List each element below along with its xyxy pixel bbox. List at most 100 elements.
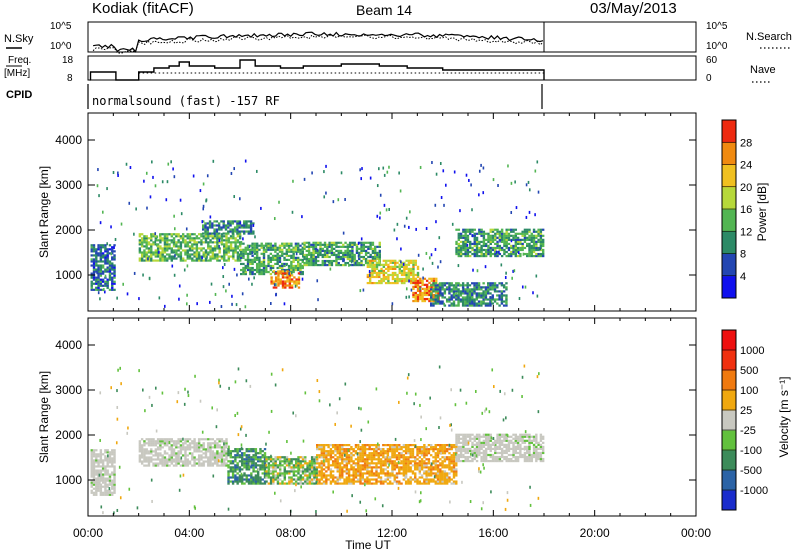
power-echo-cell — [236, 251, 240, 254]
power-echo-cell — [330, 245, 334, 248]
power-echo-cell — [416, 273, 420, 277]
power-echo-cell — [186, 235, 189, 238]
velocity-echo-cell — [113, 467, 116, 470]
power-echo-cell — [371, 259, 374, 262]
power-echo-cell — [179, 243, 183, 246]
power-echo-cell — [344, 241, 347, 244]
power-echo-cell — [177, 247, 180, 250]
power-echo-cell — [223, 257, 226, 260]
velocity-echo-cell — [441, 448, 444, 451]
velocity-echo-cell — [434, 476, 437, 479]
velocity-echo-cell — [179, 444, 183, 447]
velocity-echo-cell — [101, 473, 105, 476]
power-echo-cell — [217, 224, 221, 227]
power-echo-cell — [297, 250, 300, 253]
power-echo-cell — [216, 241, 219, 244]
velocity-echo-cell — [285, 462, 289, 465]
power-echo-cell — [328, 261, 331, 265]
velocity-echo-cell — [197, 454, 201, 457]
power-echo-cell — [111, 266, 114, 269]
power-echo-cell — [539, 238, 543, 241]
velocity-echo-cell — [108, 481, 112, 484]
velocity-echo-cell — [306, 462, 309, 465]
power-echo-cell — [478, 232, 481, 235]
power-echo-cell — [455, 296, 458, 299]
velocity-echo-cell — [420, 468, 424, 471]
power-echo-cell — [113, 288, 116, 291]
power-echo-cell — [246, 256, 250, 259]
power-echo-cell — [391, 302, 394, 306]
velocity-echo-cell — [402, 472, 406, 475]
velocity-echo-cell — [391, 472, 394, 475]
power-echo-cell — [211, 222, 214, 225]
velocity-echo-cell — [384, 452, 387, 455]
power-echo-cell — [274, 280, 278, 283]
velocity-echo-cell — [306, 474, 309, 477]
power-echo-cell — [170, 251, 173, 254]
power-echo-cell — [195, 255, 199, 258]
velocity-echo-cell — [359, 450, 362, 453]
power-echo-cell — [156, 253, 160, 256]
velocity-echo-cell — [191, 464, 194, 467]
velocity-echo-cell — [254, 474, 258, 477]
power-echo-cell — [166, 249, 169, 252]
power-echo-cell — [439, 300, 442, 303]
power-echo-cell — [473, 244, 476, 248]
power-echo-cell — [430, 289, 433, 293]
velocity-echo-cell — [313, 470, 316, 473]
power-echo-cell — [469, 244, 472, 248]
power-echo-cell — [472, 268, 474, 272]
velocity-echo-cell — [462, 453, 465, 457]
velocity-echo-cell — [267, 472, 271, 475]
velocity-echo-cell — [338, 478, 342, 481]
power-echo-cell — [211, 237, 215, 240]
velocity-echo-cell — [313, 458, 316, 461]
power-echo-cell — [236, 273, 238, 277]
power-echo-cell — [277, 278, 280, 281]
power-echo-cell — [150, 249, 153, 252]
power-echo-cell — [217, 228, 221, 231]
power-echo-cell — [246, 258, 250, 261]
velocity-echo-cell — [181, 460, 185, 463]
velocity-echo-cell — [436, 444, 440, 447]
velocity-echo-cell — [469, 459, 472, 463]
velocity-echo-cell — [99, 487, 103, 490]
velocity-echo-cell — [427, 470, 431, 473]
velocity-echo-cell — [290, 458, 293, 461]
velocity-echo-cell — [97, 477, 100, 480]
power-echo-cell — [526, 254, 529, 258]
power-echo-cell — [425, 279, 429, 282]
power-echo-cell — [188, 253, 192, 256]
velocity-echo-cell — [108, 479, 112, 482]
velocity-echo-cell — [386, 454, 390, 457]
power-echo-cell — [258, 268, 261, 272]
power-echo-cell — [344, 251, 347, 255]
power-echo-cell — [281, 262, 284, 266]
velocity-echo-cell — [297, 466, 300, 469]
power-echo-cell — [267, 256, 270, 259]
power-echo-cell — [396, 277, 399, 281]
velocity-echo-cell — [341, 448, 344, 451]
power-echo-cell — [375, 271, 379, 275]
velocity-echo-cell — [304, 456, 307, 459]
power-echo-cell — [348, 259, 352, 263]
power-echo-cell — [428, 256, 431, 260]
velocity-echo-cell — [377, 458, 380, 461]
velocity-echo-cell — [402, 466, 406, 469]
velocity-echo-cell — [252, 468, 255, 471]
power-echo-cell — [314, 241, 318, 244]
power-echo-cell — [360, 177, 363, 181]
velocity-echo-cell — [265, 460, 268, 463]
power-echo-cell — [240, 254, 243, 257]
velocity-echo-cell — [99, 473, 103, 476]
power-echo-cell — [358, 261, 361, 265]
power-echo-cell — [516, 242, 520, 246]
power-echo-cell — [461, 296, 465, 299]
power-echo-cell — [430, 296, 433, 299]
power-echo-cell — [223, 239, 226, 242]
power-echo-cell — [516, 248, 520, 252]
power-echo-cell — [229, 243, 233, 246]
power-echo-cell — [186, 237, 189, 240]
velocity-echo-cell — [261, 460, 264, 463]
power-echo-cell — [394, 261, 397, 264]
